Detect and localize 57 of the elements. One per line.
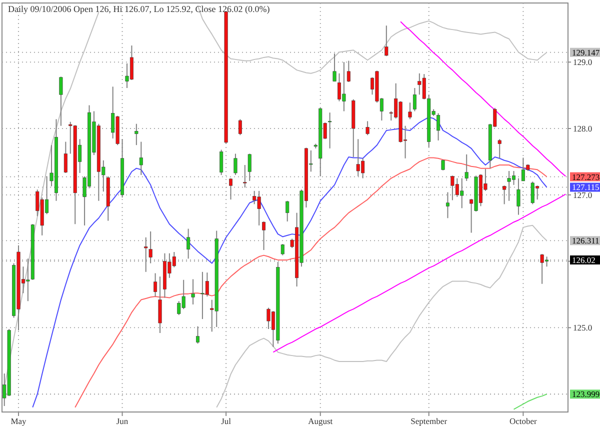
candlestick [220,149,224,176]
y-tick-label: 127.0 [573,190,592,200]
candlestick [139,141,143,176]
x-tick-label: Jun [116,416,129,426]
candlestick [502,185,506,205]
candlestick [516,178,520,216]
candlestick [64,141,68,174]
candlestick [148,230,152,264]
candlestick [234,153,238,176]
y-tick-label: 123.999 [572,389,600,400]
candlestick [186,228,190,260]
line-series [74,157,548,408]
x-tick-label: October [509,416,538,426]
candlestick [196,326,200,344]
y-tick-label: 126.311 [572,236,600,246]
candlestick [412,87,416,112]
candlestick [286,200,290,222]
y-tick-label: 129.0 [573,57,592,68]
candlestick [248,153,252,182]
candlestick [408,102,412,120]
candlestick [134,123,138,146]
candlestick [243,164,247,188]
line-series [216,224,548,408]
y-tick-label: 128.0 [573,123,592,134]
y-tick-label: 127.273 [572,172,600,182]
candlestick [238,118,242,136]
candlestick [158,276,162,334]
candlestick [154,272,158,297]
candlestick [446,192,450,219]
candlestick [328,112,332,149]
candlestick [191,278,195,305]
line-series [272,194,566,353]
x-tick-label: May [10,416,28,426]
candlestick [59,76,63,126]
x-tick-label: September [410,416,448,426]
y-tick-label: 129.147 [572,47,600,58]
candlestick [229,178,233,200]
x-tick-label: Jul [221,416,232,426]
x-tick-label: August [308,416,334,426]
y-tick-label: 125.0 [573,322,592,333]
y-tick-label: 126.02 [572,254,596,265]
candlestick [436,112,440,141]
candlestick [464,154,468,182]
candlestick [346,60,350,83]
candlestick [366,120,370,136]
candlestick [262,220,266,250]
candlestick [441,159,445,171]
chart-title: Daily 09/10/2006 Open 126, Hi 126.07, Lo 125.92, Close 126.02 (0.0%) [8,4,270,14]
candlestick [384,25,388,57]
candlestick [280,244,284,256]
candlestick [144,236,148,272]
candlestick [498,138,502,159]
candlestick [332,52,336,82]
line-series [32,116,548,408]
y-tick-label: 127.115 [572,182,600,192]
line-series [400,21,566,177]
line-series [513,394,548,410]
